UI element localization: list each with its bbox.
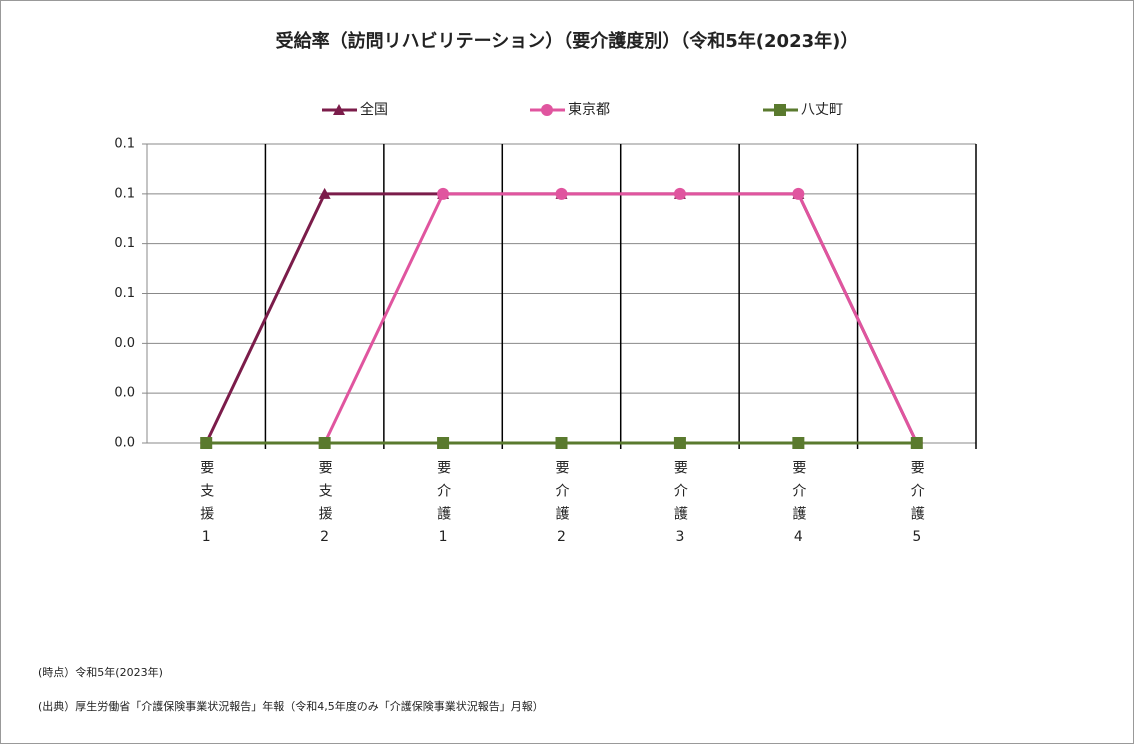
legend-label: 東京都 [568, 102, 610, 118]
x-tick-label: 要介護2 [554, 460, 570, 554]
x-tick-label: 要介護1 [435, 460, 451, 554]
marker [555, 437, 568, 449]
y-tick-label: 0.0 [114, 386, 135, 401]
marker [200, 437, 213, 449]
chart-title: 受給率（訪問リハビリテーション）（要介護度別）（令和5年(2023年)） [276, 30, 859, 52]
legend-label: 八丈町 [801, 102, 843, 118]
x-tick-label: 要支援2 [317, 460, 333, 554]
y-tick-label: 0.0 [114, 336, 135, 351]
marker [437, 437, 450, 449]
y-tick-label: 0.1 [114, 236, 135, 251]
marker [333, 104, 345, 115]
marker [774, 104, 786, 116]
marker [792, 437, 805, 449]
y-tick-label: 0.0 [114, 436, 135, 451]
x-tick-label: 要介護3 [672, 460, 688, 554]
legend-label: 全国 [360, 101, 388, 118]
marker [555, 187, 568, 200]
marker [673, 187, 686, 200]
marker [318, 437, 331, 449]
y-tick-label: 0.1 [114, 137, 135, 152]
marker [910, 437, 923, 449]
note: (時点）令和5年(2023年) [38, 665, 163, 679]
y-tick-label: 0.1 [114, 186, 135, 201]
marker [437, 187, 450, 200]
note: (出典）厚生労働省「介護保険事業状況報告」年報（令和4,5年度のみ「介護保険事業… [38, 699, 544, 713]
y-tick-label: 0.1 [114, 286, 135, 301]
marker [792, 187, 805, 200]
x-tick-label: 要支援1 [198, 460, 214, 554]
marker [673, 437, 686, 449]
x-tick-label: 要介護5 [909, 460, 925, 554]
marker [541, 104, 553, 116]
marker [318, 187, 331, 199]
x-tick-label: 要介護4 [790, 460, 806, 554]
